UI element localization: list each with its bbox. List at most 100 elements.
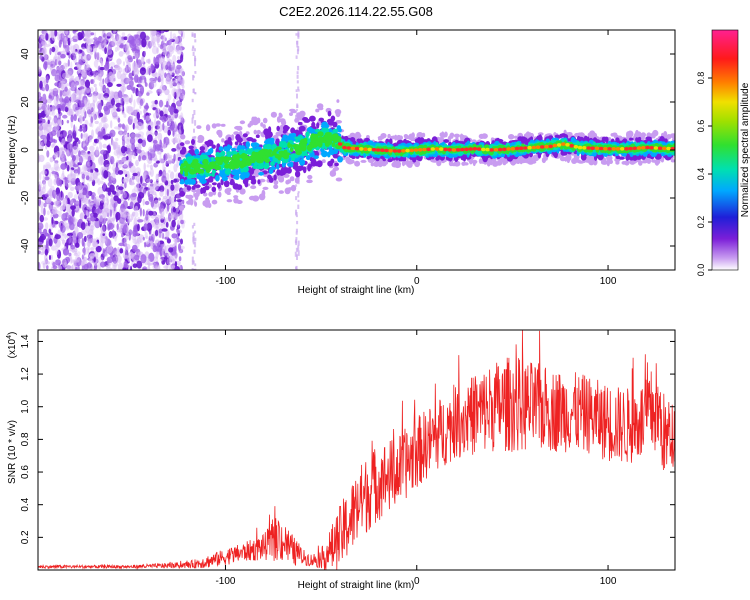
noise-speckle	[135, 132, 139, 141]
noise-speckle	[38, 181, 42, 190]
noise-speckle	[89, 102, 96, 112]
noise-speckle	[44, 105, 47, 115]
noise-speckle	[65, 44, 70, 54]
noise-speckle	[138, 191, 145, 199]
noise-speckle	[51, 68, 57, 77]
noise-speckle	[143, 113, 146, 121]
ridge-mark	[209, 147, 214, 154]
streak-mark	[295, 228, 298, 233]
ridge-mark	[184, 140, 191, 145]
noise-speckle	[162, 257, 165, 262]
noise-speckle	[144, 200, 150, 206]
noise-speckle	[151, 73, 155, 77]
noise-speckle	[77, 63, 82, 73]
noise-speckle	[82, 126, 87, 133]
noise-speckle	[55, 125, 60, 131]
noise-speckle	[130, 265, 133, 270]
noise-speckle	[94, 196, 101, 205]
ridge-mark	[454, 156, 459, 161]
noise-speckle	[117, 186, 124, 191]
noise-speckle	[79, 199, 82, 209]
noise-speckle	[43, 164, 46, 172]
noise-speckle	[49, 222, 54, 231]
noise-speckle	[163, 166, 167, 171]
noise-speckle	[178, 256, 182, 262]
noise-speckle	[56, 58, 59, 66]
noise-speckle	[128, 72, 133, 79]
ridge-mark	[336, 99, 340, 103]
noise-speckle	[121, 238, 124, 244]
noise-speckle	[170, 179, 174, 185]
ridge-mark	[541, 157, 547, 164]
noise-speckle	[88, 176, 93, 182]
noise-speckle	[123, 187, 126, 195]
noise-speckle	[57, 35, 61, 41]
noise-speckle	[155, 107, 158, 117]
ridge-mark	[453, 160, 461, 167]
noise-speckle	[119, 248, 124, 254]
noise-speckle	[92, 91, 99, 97]
ridge-mark	[279, 124, 285, 131]
noise-speckle	[101, 117, 108, 123]
noise-speckle	[107, 153, 111, 162]
noise-speckle	[131, 211, 136, 217]
noise-speckle	[109, 201, 114, 212]
noise-speckle	[71, 264, 74, 270]
noise-speckle	[159, 44, 164, 50]
noise-speckle	[139, 207, 142, 217]
noise-speckle	[112, 106, 116, 111]
noise-speckle	[172, 43, 176, 51]
streak-mark	[295, 231, 298, 235]
noise-speckle	[100, 149, 107, 155]
noise-speckle	[119, 104, 124, 112]
noise-speckle	[66, 137, 73, 143]
noise-speckle	[145, 152, 149, 162]
streak-mark	[297, 245, 300, 251]
noise-speckle	[71, 209, 75, 217]
noise-speckle	[121, 32, 126, 37]
ridge-mark	[559, 133, 564, 138]
noise-speckle	[115, 211, 121, 221]
noise-speckle	[98, 214, 104, 222]
noise-speckle	[135, 174, 140, 183]
noise-speckle	[51, 108, 56, 117]
noise-speckle	[50, 234, 53, 239]
noise-speckle	[136, 121, 143, 131]
streak-mark	[194, 60, 196, 67]
noise-speckle	[89, 223, 95, 228]
noise-speckle	[99, 203, 104, 210]
streak-mark	[193, 222, 196, 226]
noise-speckle	[41, 96, 46, 103]
noise-speckle	[81, 254, 84, 260]
noise-speckle	[87, 102, 92, 110]
noise-speckle	[111, 217, 116, 222]
noise-speckle	[140, 254, 147, 264]
noise-speckle	[70, 80, 76, 87]
noise-speckle	[139, 105, 142, 109]
ridge-mark	[482, 155, 488, 163]
noise-speckle	[123, 43, 129, 52]
noise-speckle	[98, 81, 104, 87]
streak-mark	[194, 230, 197, 234]
ridge-mark	[234, 125, 241, 130]
noise-speckle	[54, 30, 58, 37]
noise-speckle	[102, 123, 109, 129]
noise-speckle	[50, 245, 57, 251]
ridge-mark	[402, 160, 407, 165]
noise-speckle	[51, 117, 58, 127]
ridge-mark	[257, 179, 261, 185]
noise-speckle	[61, 239, 66, 245]
noise-speckle	[86, 212, 90, 217]
noise-speckle	[87, 248, 90, 256]
noise-speckle	[172, 131, 175, 137]
noise-speckle	[50, 105, 56, 111]
ridge-mark	[640, 132, 646, 138]
streak-mark	[194, 268, 197, 270]
ridge-mark	[461, 161, 466, 166]
noise-speckle	[119, 216, 126, 224]
noise-speckle	[103, 170, 109, 179]
ridge-mark	[637, 136, 642, 141]
noise-speckle	[145, 102, 149, 112]
noise-speckle	[177, 152, 181, 157]
noise-speckle	[112, 30, 116, 35]
